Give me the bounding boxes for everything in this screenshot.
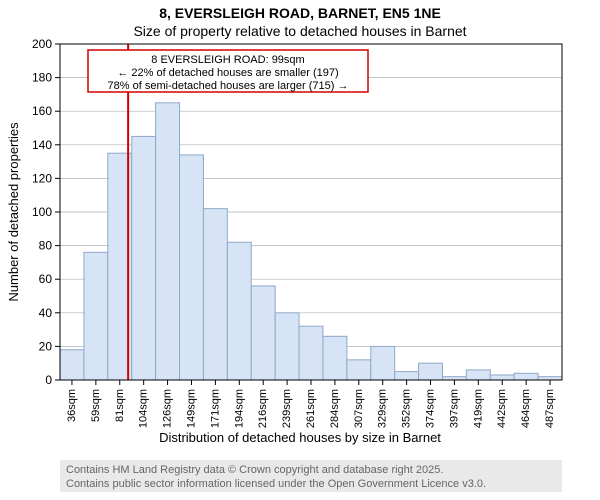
y-tick-label: 40 bbox=[39, 306, 53, 320]
x-tick-label: 216sqm bbox=[257, 389, 269, 428]
y-tick-label: 60 bbox=[39, 272, 53, 286]
histogram-bar bbox=[538, 377, 562, 380]
x-tick-label: 239sqm bbox=[281, 389, 293, 428]
histogram-bar bbox=[323, 336, 347, 380]
x-tick-label: 261sqm bbox=[305, 389, 317, 428]
footer: Contains HM Land Registry data © Crown c… bbox=[60, 460, 562, 492]
histogram-bar bbox=[132, 136, 156, 380]
x-tick-label: 419sqm bbox=[472, 389, 484, 428]
histogram-bar bbox=[514, 373, 538, 380]
histogram-bar bbox=[84, 252, 108, 380]
y-tick-label: 140 bbox=[32, 138, 52, 152]
histogram-bar bbox=[419, 363, 443, 380]
x-tick-label: 397sqm bbox=[448, 389, 460, 428]
x-tick-label: 36sqm bbox=[66, 389, 78, 422]
y-tick-label: 180 bbox=[32, 71, 52, 85]
histogram-bar bbox=[490, 375, 514, 380]
histogram-bar bbox=[275, 313, 299, 380]
footer-line-1: Contains HM Land Registry data © Crown c… bbox=[66, 464, 443, 476]
footer-line-2: Contains public sector information licen… bbox=[66, 478, 486, 490]
x-tick-label: 487sqm bbox=[544, 389, 556, 428]
chart-canvas: 8, EVERSLEIGH ROAD, BARNET, EN5 1NE Size… bbox=[0, 0, 600, 500]
x-tick-label: 329sqm bbox=[377, 389, 389, 428]
histogram-bar bbox=[395, 372, 419, 380]
histogram-bar bbox=[442, 377, 466, 380]
x-tick-label: 352sqm bbox=[401, 389, 413, 428]
y-tick-label: 120 bbox=[32, 171, 52, 185]
chart-subtitle: Size of property relative to detached ho… bbox=[133, 23, 466, 39]
y-tick-label: 200 bbox=[32, 37, 52, 51]
x-tick-label: 442sqm bbox=[496, 389, 508, 428]
x-tick-label: 374sqm bbox=[425, 389, 437, 428]
histogram-bar bbox=[180, 155, 204, 380]
x-tick-label: 284sqm bbox=[329, 389, 341, 428]
x-axis-label: Distribution of detached houses by size … bbox=[159, 430, 441, 445]
y-axis-label: Number of detached properties bbox=[6, 122, 21, 302]
x-tick-label: 464sqm bbox=[520, 389, 532, 428]
x-tick-label: 171sqm bbox=[209, 389, 221, 428]
histogram-bar bbox=[347, 360, 371, 380]
annotation-line: 78% of semi-detached houses are larger (… bbox=[108, 80, 349, 92]
histogram-bar bbox=[60, 350, 84, 380]
chart-title: 8, EVERSLEIGH ROAD, BARNET, EN5 1NE bbox=[159, 5, 441, 21]
y-tick-label: 20 bbox=[39, 339, 53, 353]
y-tick-label: 100 bbox=[32, 205, 52, 219]
y-tick-label: 80 bbox=[39, 239, 53, 253]
x-tick-label: 104sqm bbox=[138, 389, 150, 428]
x-tick-label: 307sqm bbox=[353, 389, 365, 428]
histogram-bar bbox=[203, 209, 227, 380]
x-tick-label: 149sqm bbox=[185, 389, 197, 428]
histogram-bar bbox=[251, 286, 275, 380]
y-tick-label: 160 bbox=[32, 104, 52, 118]
x-tick-label: 194sqm bbox=[233, 389, 245, 428]
x-tick-label: 81sqm bbox=[114, 389, 126, 422]
x-tick-label: 59sqm bbox=[90, 389, 102, 422]
annotation-line: ← 22% of detached houses are smaller (19… bbox=[117, 67, 338, 79]
histogram-bar bbox=[371, 346, 395, 380]
y-tick-label: 0 bbox=[45, 373, 52, 387]
histogram-bar bbox=[156, 103, 180, 380]
histogram-bar bbox=[227, 242, 251, 380]
x-tick-label: 126sqm bbox=[162, 389, 174, 428]
histogram-bar bbox=[466, 370, 490, 380]
histogram-bar bbox=[299, 326, 323, 380]
annotation-line: 8 EVERSLEIGH ROAD: 99sqm bbox=[151, 54, 304, 66]
